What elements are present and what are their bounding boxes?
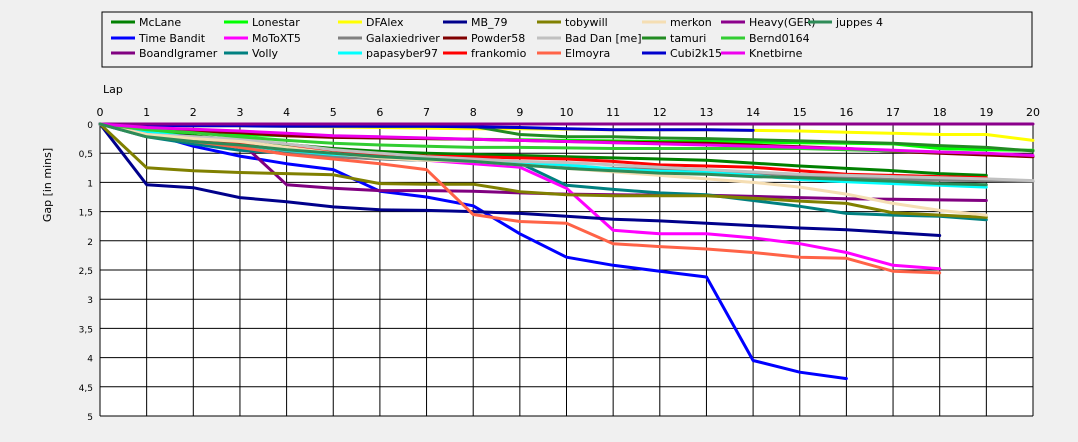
x-tick-label: 12 — [653, 106, 667, 119]
series-line — [98, 122, 988, 187]
legend-label: Cubi2k15 — [670, 47, 722, 60]
y-axis-label: Gap [in mins] — [41, 148, 54, 222]
series-line — [98, 122, 988, 219]
legend-label: Bernd0164 — [749, 32, 810, 45]
y-tick-label: 4 — [87, 355, 93, 365]
series-line — [98, 122, 1035, 183]
y-tick-label: 4,5 — [79, 384, 93, 394]
legend-label: MB_79 — [471, 16, 508, 29]
series-line — [98, 122, 755, 132]
legend-label: merkon — [670, 16, 712, 29]
legend-label: tamuri — [670, 32, 706, 45]
legend-label: Elmoyra — [565, 47, 610, 60]
legend-label: Knetbirne — [749, 47, 803, 60]
x-tick-label: 11 — [606, 106, 620, 119]
x-tick-label: 3 — [236, 106, 243, 119]
x-tick-label: 14 — [746, 106, 760, 119]
x-tick-label: 15 — [793, 106, 807, 119]
legend-box — [101, 11, 1033, 68]
x-tick-label: 6 — [376, 106, 383, 119]
y-ticks: 0 0,5 1 1,5 2 2,5 3 3,5 4 4,5 5 — [79, 121, 94, 423]
x-tick-label: 8 — [470, 106, 477, 119]
x-tick-label: 0 — [97, 106, 104, 119]
legend-label: tobywill — [565, 16, 608, 29]
x-tick-label: 9 — [516, 106, 523, 119]
x-tick-label: 5 — [330, 106, 337, 119]
x-tick-label: 16 — [839, 106, 853, 119]
legend-label: DFAlex — [366, 16, 404, 29]
x-tick-label: 1 — [143, 106, 150, 119]
legend-label: papasyber97 — [366, 47, 438, 60]
legend-label: juppes 4 — [835, 16, 883, 29]
legend-label: MoToXT5 — [252, 32, 301, 45]
series-layer — [98, 122, 1035, 381]
x-tick-label: 7 — [423, 106, 430, 119]
legend-label: Galaxiedriver — [366, 32, 440, 45]
x-tick-label: 18 — [933, 106, 947, 119]
x-axis-label: Lap — [103, 83, 123, 96]
x-tick-label: 10 — [560, 106, 574, 119]
y-tick-label: 2,5 — [79, 267, 93, 277]
legend-label: Lonestar — [252, 16, 300, 29]
y-tick-label: 0 — [87, 121, 93, 131]
series-line — [98, 122, 942, 275]
legend-label: Bad Dan [me] — [565, 32, 642, 45]
legend-label: Volly — [252, 47, 279, 60]
y-tick-label: 3,5 — [79, 325, 93, 335]
x-tick-label: 4 — [283, 106, 290, 119]
legend-label: Heavy(GER) — [749, 16, 816, 29]
x-tick-label: 19 — [979, 106, 993, 119]
legend-label: McLane — [139, 16, 181, 29]
series-line — [98, 122, 1035, 157]
y-tick-label: 0,5 — [79, 150, 93, 160]
y-tick-label: 1,5 — [79, 209, 93, 219]
series-line — [98, 122, 848, 381]
y-tick-label: 1 — [87, 179, 93, 189]
y-tick-label: 3 — [87, 296, 93, 306]
x-tick-label: 20 — [1026, 106, 1040, 119]
legend-label: Boandlgramer — [139, 47, 218, 60]
legend: McLane Time Bandit Boandlgramer Lonestar MoT… — [111, 16, 883, 60]
y-tick-label: 5 — [87, 413, 93, 423]
legend-label: frankomio — [471, 47, 527, 60]
x-tick-label: 13 — [699, 106, 713, 119]
x-ticks: 0 1 2 3 4 5 6 7 8 9 10 11 12 13 14 15 16 17 18 19 20 — [97, 106, 1041, 119]
series-line — [98, 122, 988, 222]
x-tick-label: 17 — [886, 106, 900, 119]
legend-label: Powder58 — [471, 32, 525, 45]
series-line — [98, 122, 942, 237]
legend-label: Time Bandit — [138, 32, 206, 45]
x-tick-label: 2 — [190, 106, 197, 119]
y-tick-label: 2 — [87, 238, 93, 248]
